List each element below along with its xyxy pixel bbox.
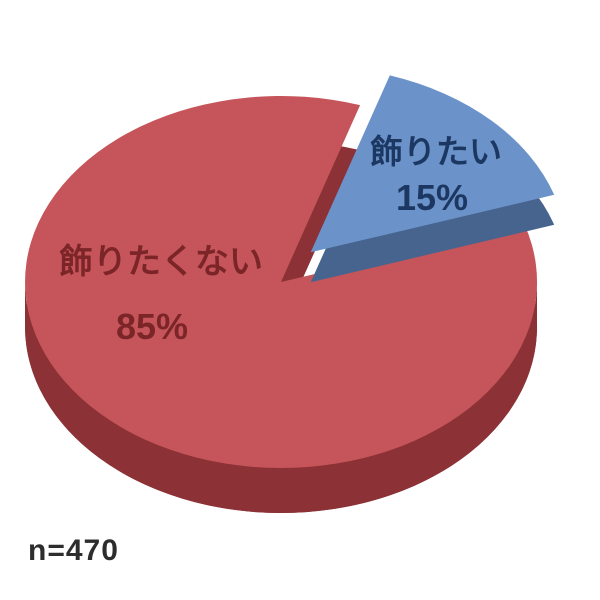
slice-pct-label-1: 85% [116,306,188,347]
sample-size-label: n=470 [28,534,119,567]
pie-slice-1-rim [25,282,537,513]
pie-slice-1-top [25,96,538,469]
pie-slice-0-top [310,75,555,253]
slice-label-0: 飾りたい [370,133,502,170]
slice-label-1: 飾りたくない [59,243,263,281]
slice-pct-label-0: 15% [396,177,468,218]
